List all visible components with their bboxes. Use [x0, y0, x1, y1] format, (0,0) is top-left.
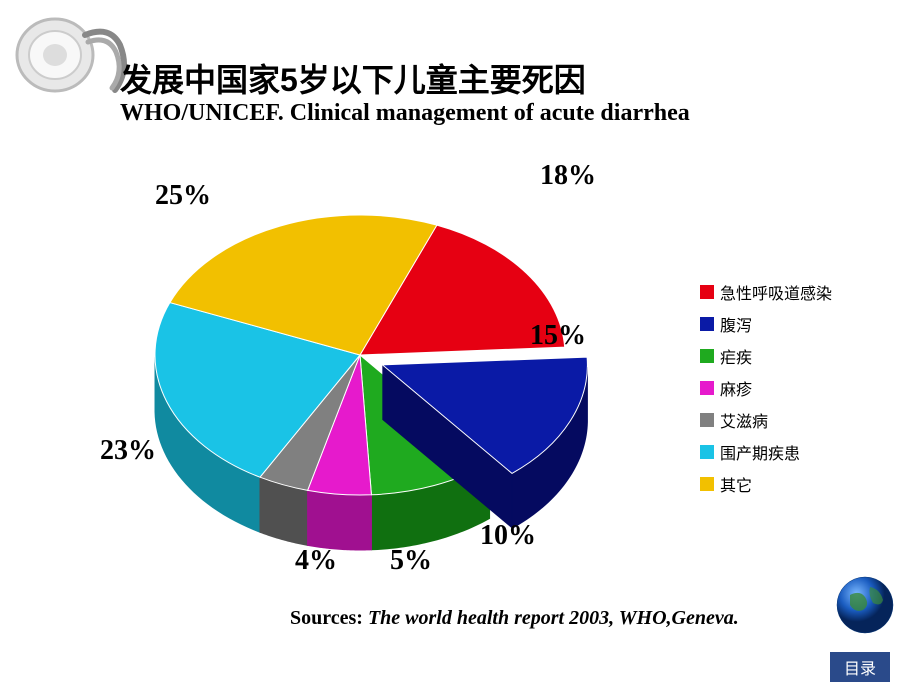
slide-title: 发展中国家5岁以下儿童主要死因	[120, 55, 586, 101]
globe-icon	[835, 575, 895, 635]
legend-swatch	[700, 445, 714, 459]
legend-label: 其它	[720, 472, 752, 496]
legend-swatch	[700, 381, 714, 395]
legend-item: 其它	[700, 472, 832, 496]
sources-line: Sources: The world health report 2003, W…	[290, 607, 739, 630]
legend-label: 麻疹	[720, 376, 752, 400]
pct-label: 23%	[100, 435, 156, 467]
sources-text: The world health report 2003, WHO,Geneva…	[368, 607, 739, 629]
legend-label: 急性呼吸道感染	[720, 280, 832, 304]
legend-item: 疟疾	[700, 344, 832, 368]
legend-swatch	[700, 349, 714, 363]
legend-item: 麻疹	[700, 376, 832, 400]
pct-label: 5%	[390, 545, 432, 577]
pct-label: 10%	[480, 520, 536, 552]
legend-label: 围产期疾患	[720, 440, 800, 464]
pct-label: 15%	[530, 320, 586, 352]
legend-label: 疟疾	[720, 344, 752, 368]
legend-swatch	[700, 477, 714, 491]
slide-subtitle: WHO/UNICEF. Clinical management of acute…	[120, 100, 690, 127]
legend-item: 急性呼吸道感染	[700, 280, 832, 304]
sources-label: Sources:	[290, 607, 368, 629]
pie-chart: 18%15%10%5%4%23%25%	[100, 150, 640, 570]
pct-label: 18%	[540, 160, 596, 192]
contents-button[interactable]: 目录	[830, 652, 890, 682]
legend-item: 艾滋病	[700, 408, 832, 432]
legend-item: 腹泻	[700, 312, 832, 336]
stethoscope-icon	[0, 0, 140, 110]
chart-legend: 急性呼吸道感染腹泻疟疾麻疹艾滋病围产期疾患其它	[700, 280, 832, 504]
legend-label: 艾滋病	[720, 408, 768, 432]
legend-label: 腹泻	[720, 312, 752, 336]
legend-item: 围产期疾患	[700, 440, 832, 464]
legend-swatch	[700, 317, 714, 331]
legend-swatch	[700, 285, 714, 299]
pct-label: 4%	[295, 545, 337, 577]
legend-swatch	[700, 413, 714, 427]
pct-label: 25%	[155, 180, 211, 212]
